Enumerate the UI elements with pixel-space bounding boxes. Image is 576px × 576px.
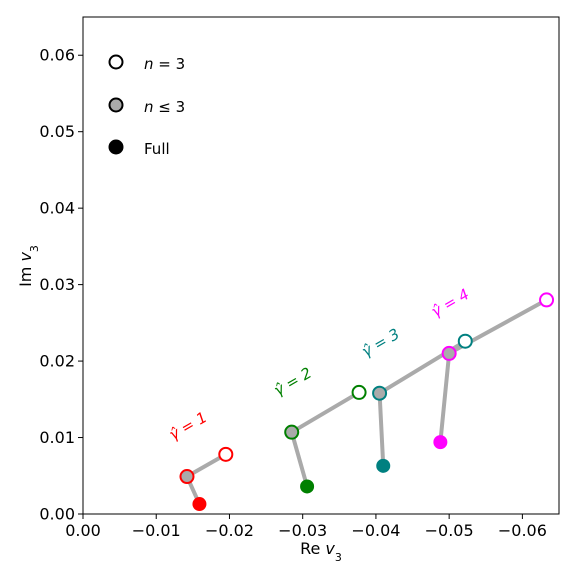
axis-ticks: 0.00 −0.01 −0.02 −0.03 −0.04 −0.05 −0.06 0.00 0.… (39, 46, 547, 540)
y-tick-label: 0.04 (39, 199, 75, 218)
y-tick-label: 0.01 (39, 428, 75, 447)
data-points (179, 292, 555, 512)
y-axis-label: Im v3 (16, 245, 41, 287)
legend-marker (108, 54, 124, 70)
y-tick-label: 0.00 (39, 505, 75, 524)
y-tick-label: 0.03 (39, 275, 75, 294)
legend-label: n = 3 (144, 55, 185, 73)
n-le-3-point (179, 469, 195, 485)
x-tick-label: −0.04 (351, 521, 400, 540)
legend: n = 3 n ≤ 3 Full (108, 54, 185, 158)
full-point (376, 458, 391, 473)
plot-area (82, 16, 560, 515)
n-le-3-point (372, 385, 388, 401)
x-axis-label: Re v3 (300, 539, 342, 564)
n-3-point (457, 333, 473, 349)
n-3-point (351, 384, 367, 400)
legend-label: n ≤ 3 (144, 98, 185, 116)
n-le-3-point (441, 345, 457, 361)
n-3-point (218, 446, 234, 462)
x-tick-label: −0.05 (425, 521, 474, 540)
x-tick-label: −0.06 (498, 521, 547, 540)
y-tick-label: 0.02 (39, 352, 75, 371)
n-le-3-point (284, 424, 300, 440)
full-point (300, 479, 315, 494)
n-3-point (539, 292, 555, 308)
full-point (433, 435, 448, 450)
y-tick-label: 0.06 (39, 46, 75, 65)
x-tick-label: 0.00 (65, 521, 101, 540)
x-tick-label: −0.02 (205, 521, 254, 540)
legend-marker (108, 139, 124, 155)
full-point (192, 497, 207, 512)
x-tick-label: −0.03 (278, 521, 327, 540)
x-tick-label: −0.01 (132, 521, 181, 540)
legend-marker (108, 97, 124, 113)
legend-label: Full (144, 140, 170, 158)
y-tick-label: 0.05 (39, 122, 75, 141)
